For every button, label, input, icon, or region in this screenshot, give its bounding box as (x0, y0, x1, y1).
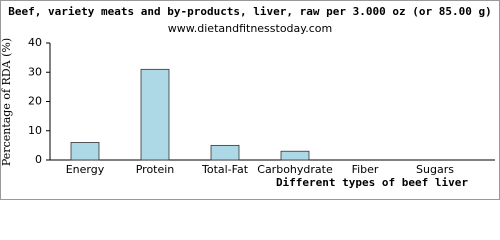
x-tick-label: Protein (136, 163, 175, 176)
y-tick-label: 20 (28, 95, 42, 108)
x-tick-label: Energy (66, 163, 105, 176)
chart-subtitle: www.dietandfitnesstoday.com (168, 22, 332, 35)
frame (0, 0, 500, 200)
bar (210, 144, 240, 161)
x-tick-label: Sugars (416, 163, 454, 176)
y-tick-label: 0 (35, 153, 42, 166)
y-tick-label: 40 (28, 36, 42, 49)
bar (280, 150, 310, 161)
y-tick-label: 30 (28, 65, 42, 78)
bar (70, 142, 100, 161)
x-tick-label: Total-Fat (201, 163, 249, 176)
chart: Beef, variety meats and by-products, liv… (0, 0, 500, 200)
chart-title: Beef, variety meats and by-products, liv… (8, 5, 491, 18)
y-tick-label: 10 (28, 124, 42, 137)
x-tick-label: Fiber (352, 163, 379, 176)
y-axis-label: Percentage of RDA (%) (0, 38, 13, 166)
x-axis-label: Different types of beef liver (276, 176, 468, 189)
x-tick-label: Carbohydrate (257, 163, 333, 176)
bar (140, 68, 170, 161)
